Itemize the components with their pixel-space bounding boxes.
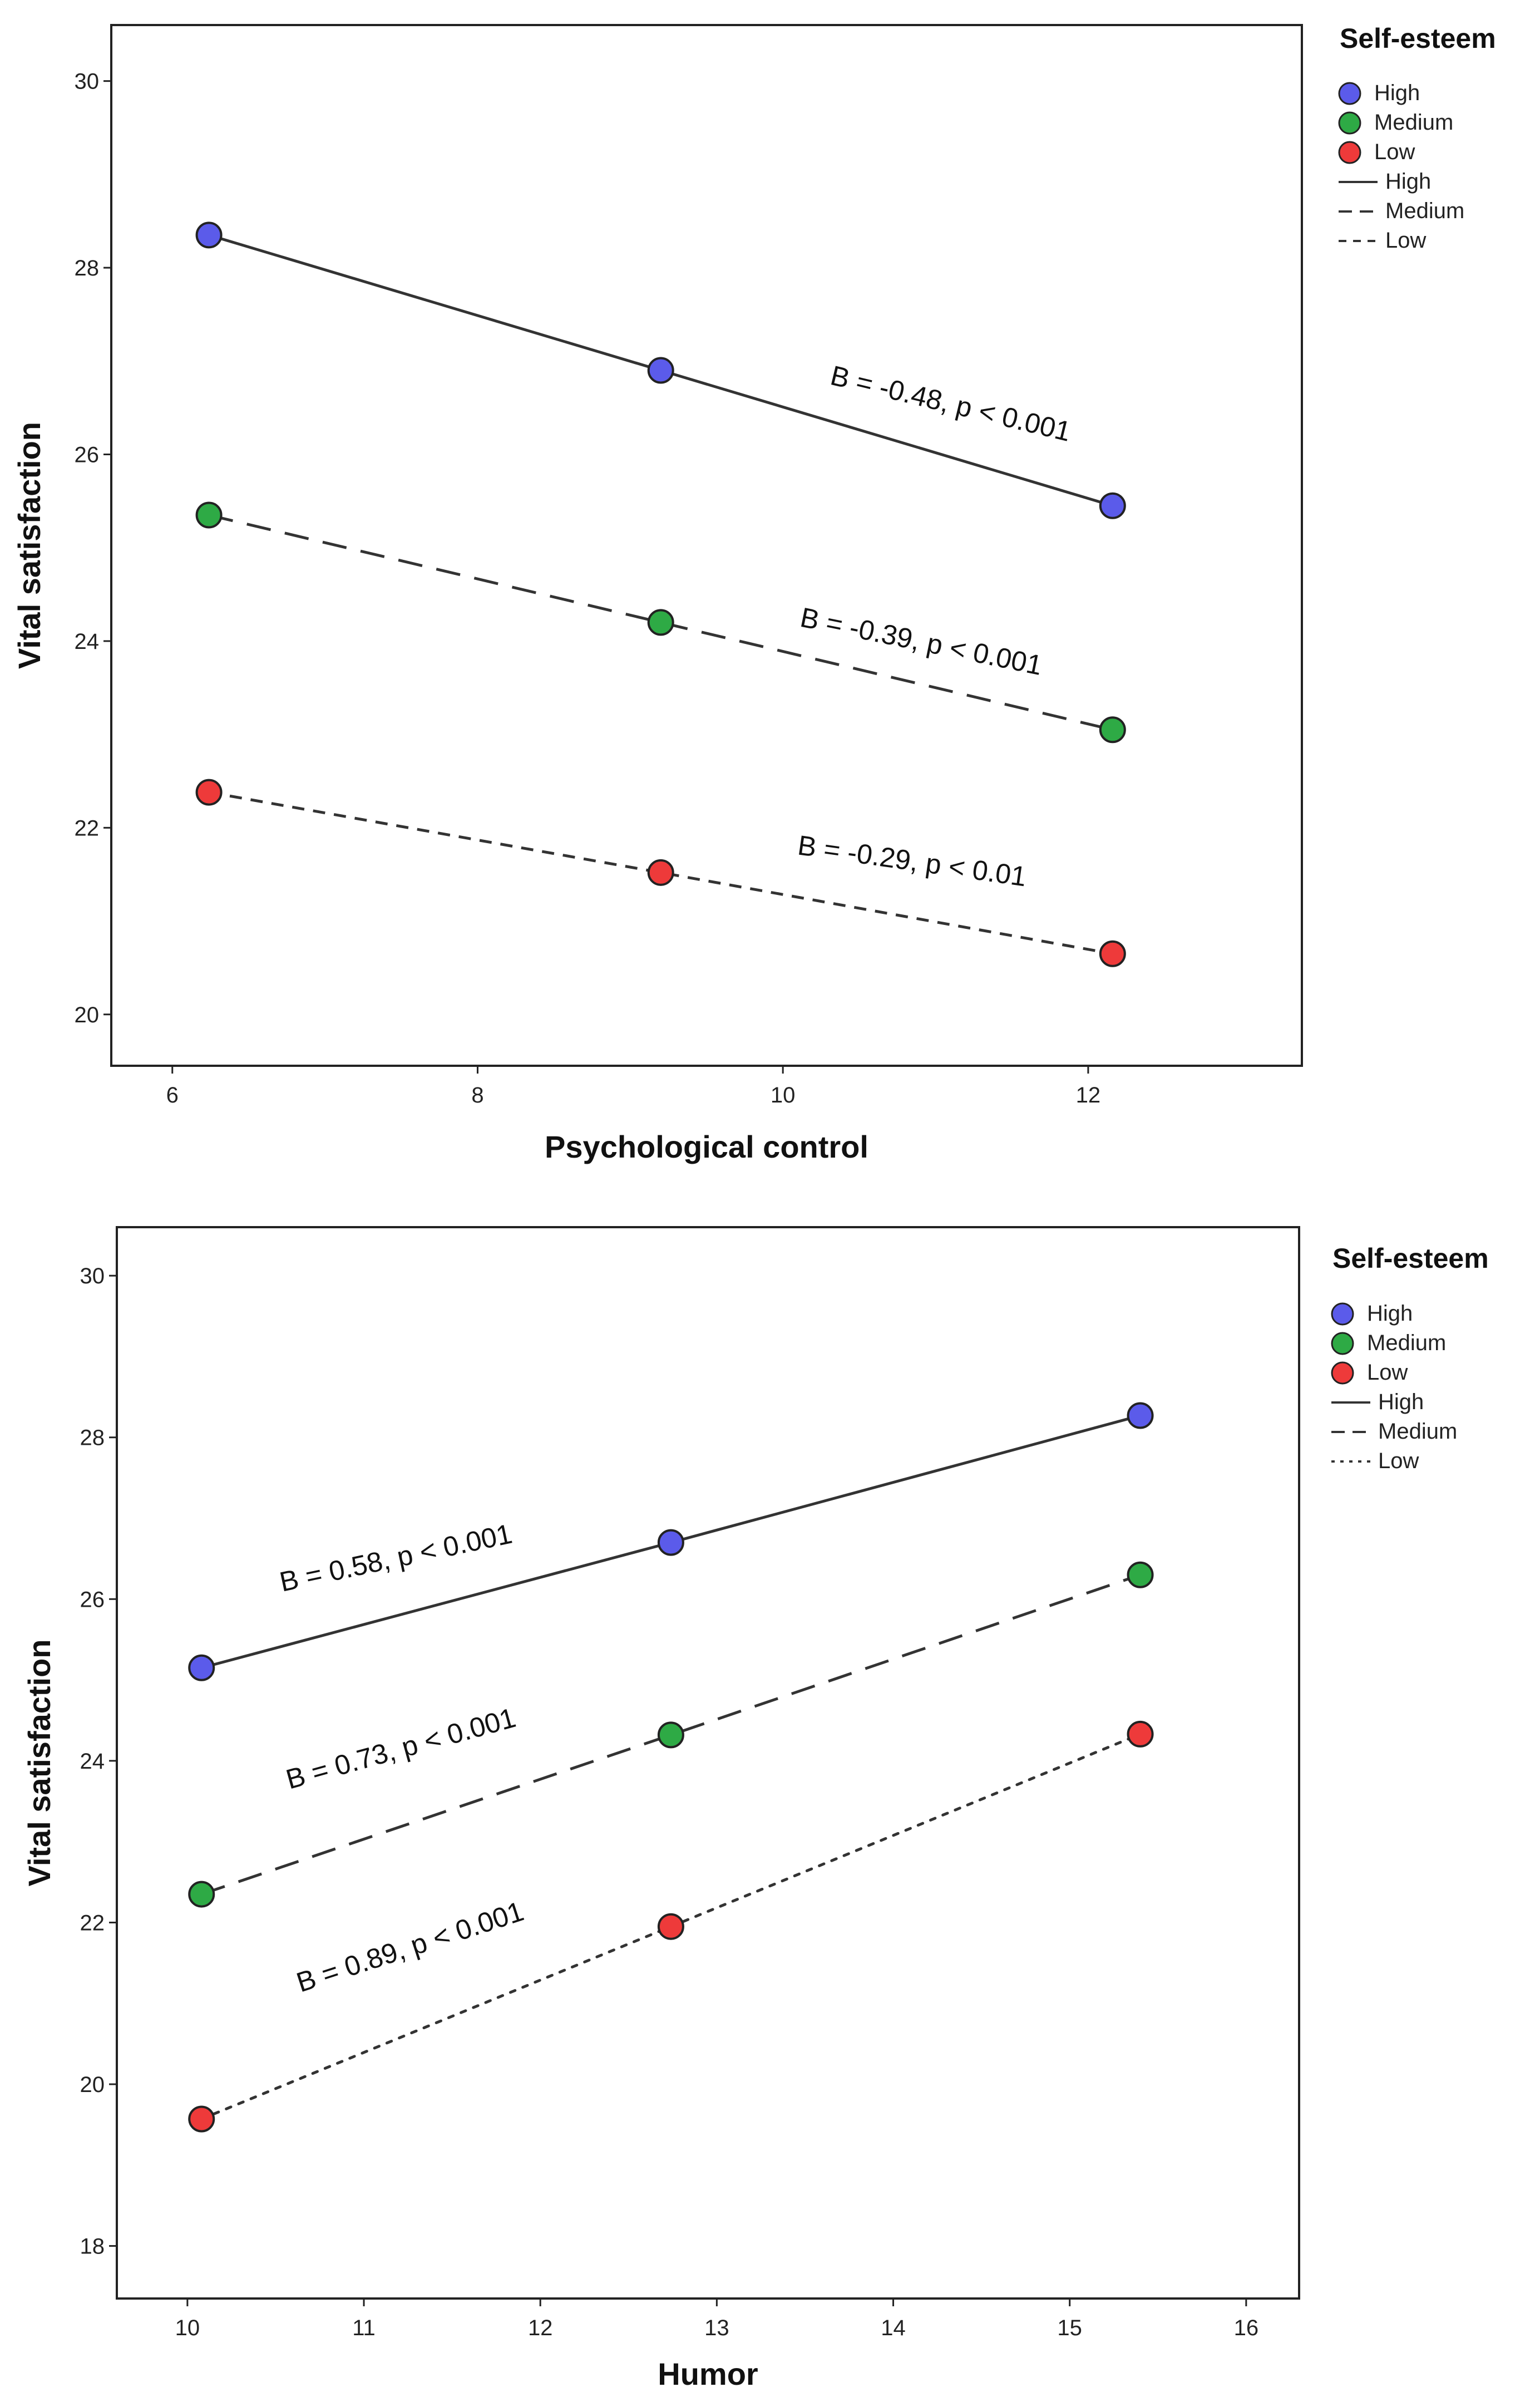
x-tick-label: 14	[881, 2316, 906, 2340]
y-tick-label: 24	[75, 629, 100, 654]
y-tick-label: 20	[75, 1003, 100, 1027]
data-point-medium	[195, 501, 223, 529]
data-point-medium	[188, 1881, 215, 1908]
legend-title: Self-esteem	[1332, 1243, 1489, 1274]
y-tick-label: 28	[80, 1426, 105, 1450]
data-point-high	[1127, 1402, 1154, 1429]
legend-marker-label: Low	[1374, 140, 1415, 164]
y-axis-title: Vital satisfaction	[12, 422, 47, 669]
x-axis-title: Psychological control	[545, 1129, 868, 1164]
y-tick-label: 20	[80, 2073, 105, 2097]
data-point-low	[657, 1913, 684, 1940]
x-axis-title: Humor	[658, 2356, 758, 2391]
data-point-low	[188, 2105, 215, 2133]
y-tick-label: 30	[80, 1264, 105, 1288]
legend-marker-low	[1338, 141, 1361, 164]
y-tick-label: 22	[80, 1911, 105, 1935]
data-point-high	[195, 222, 223, 249]
x-tick-label: 12	[1076, 1083, 1101, 1108]
legend-marker-label: High	[1367, 1301, 1413, 1326]
data-point-medium	[1099, 716, 1126, 744]
legend-marker-medium	[1338, 111, 1361, 135]
legend-line-label: Low	[1378, 1449, 1419, 1473]
series-line-low	[209, 791, 1113, 956]
plot-frame	[110, 24, 1303, 1067]
x-tick-label: 15	[1057, 2316, 1082, 2340]
data-point-medium	[657, 1721, 684, 1749]
legend-marker-high	[1331, 1302, 1354, 1326]
series-line-medium	[201, 1573, 1141, 1896]
legend-line-label: High	[1385, 169, 1431, 194]
data-point-high	[188, 1654, 215, 1681]
legend: Self-esteem High Medium Low High Medium Low	[1338, 23, 1496, 253]
data-point-high	[647, 357, 674, 384]
data-point-low	[195, 779, 223, 806]
legend-marker-low	[1331, 1361, 1354, 1385]
legend-line-label: Medium	[1378, 1419, 1457, 1444]
legend-marker-medium	[1331, 1332, 1354, 1355]
data-point-high	[1099, 492, 1126, 519]
data-point-medium	[647, 609, 674, 636]
data-point-medium	[1127, 1561, 1154, 1588]
plot-frame	[116, 1226, 1300, 2300]
data-point-high	[657, 1529, 684, 1556]
data-point-low	[1127, 1720, 1154, 1748]
legend-line-label: High	[1378, 1390, 1424, 1414]
legend-line-label: Medium	[1385, 199, 1464, 223]
y-tick-label: 18	[80, 2234, 105, 2259]
y-tick-label: 22	[75, 816, 100, 840]
legend-marker-label: High	[1374, 81, 1420, 105]
y-tick-label: 26	[75, 442, 100, 467]
x-tick-label: 8	[471, 1083, 483, 1108]
data-point-low	[1099, 940, 1126, 967]
data-point-low	[647, 859, 674, 886]
x-tick-label: 16	[1234, 2316, 1259, 2340]
y-axis-title: Vital satisfaction	[22, 1639, 57, 1886]
y-tick-label: 24	[80, 1749, 105, 1774]
x-tick-label: 13	[704, 2316, 729, 2340]
y-tick-label: 30	[75, 70, 100, 94]
x-tick-label: 11	[352, 2316, 376, 2340]
y-tick-label: 28	[75, 256, 100, 280]
legend-title: Self-esteem	[1340, 23, 1496, 54]
legend-marker-label: Medium	[1374, 110, 1453, 135]
chart-panel-1: 20 22 24 26 28 30 6 8 10 12 Psychological control V…	[12, 23, 1496, 1164]
legend-marker-label: Low	[1367, 1360, 1408, 1385]
legend: Self-esteem High Medium Low High Medium Low	[1331, 1243, 1489, 1473]
legend-marker-high	[1338, 82, 1361, 105]
x-tick-label: 10	[771, 1083, 796, 1108]
x-tick-label: 6	[166, 1083, 179, 1108]
legend-marker-label: Medium	[1367, 1331, 1446, 1355]
y-tick-label: 26	[80, 1587, 105, 1612]
x-tick-label: 12	[528, 2316, 553, 2340]
chart-panel-2: 18 20 22 24 26 28 30 10 11 12 13 14 15 16 Humor Vital s…	[22, 1226, 1489, 2391]
legend-line-label: Low	[1385, 228, 1426, 253]
x-tick-label: 10	[175, 2316, 200, 2340]
